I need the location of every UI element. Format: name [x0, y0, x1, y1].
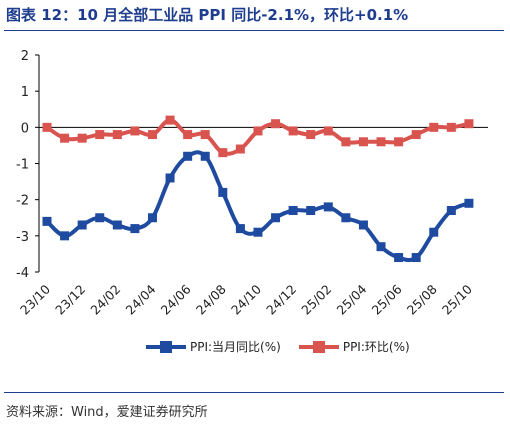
data-point [358, 220, 368, 230]
data-point [130, 126, 140, 136]
data-point [235, 224, 245, 234]
x-tick-label: 25/06 [369, 281, 405, 317]
legend-swatch-mom [298, 340, 339, 353]
x-tick-label: 25/08 [404, 281, 440, 317]
data-point [218, 148, 228, 158]
data-point [341, 213, 351, 223]
data-point [411, 130, 421, 140]
data-point [446, 122, 456, 132]
y-tick-label: -3 [16, 230, 29, 245]
data-point [147, 213, 157, 223]
y-tick-label: 1 [21, 85, 29, 100]
data-point [358, 137, 368, 147]
source-note: 资料来源：Wind，爱建证券研究所 [6, 405, 208, 420]
x-tick-label: 25/04 [333, 281, 369, 317]
x-tick-label: 24/02 [87, 282, 123, 318]
data-point [130, 224, 140, 234]
data-point [271, 213, 281, 223]
data-point [288, 126, 298, 136]
data-point [341, 137, 351, 147]
data-point [376, 137, 386, 147]
data-point [60, 231, 70, 241]
y-tick-label: -1 [16, 158, 29, 173]
data-point [253, 227, 263, 237]
data-point [60, 133, 70, 143]
series-yoy [42, 150, 474, 263]
data-point [271, 119, 281, 129]
x-tick-label: 25/02 [298, 282, 334, 318]
data-point [147, 130, 157, 140]
legend-label-yoy: PPI:当月同比(%) [190, 340, 281, 354]
data-point [306, 130, 316, 140]
data-point [306, 206, 316, 216]
data-point [77, 133, 87, 143]
data-point [288, 206, 298, 216]
data-point [165, 115, 175, 125]
x-tick-label: 25/10 [439, 281, 475, 317]
data-point [183, 151, 193, 161]
data-point [112, 220, 122, 230]
data-point [183, 130, 193, 140]
data-point [464, 119, 474, 129]
legend-item-mom: PPI:环比(%) [298, 338, 410, 355]
x-tick-label: 23/12 [52, 282, 88, 318]
data-point [394, 137, 404, 147]
chart-series [42, 115, 474, 263]
data-point [77, 220, 87, 230]
data-point [165, 173, 175, 183]
ppi-line-chart: 2 1 0 -1 -2 -3 -423/10 23/12 24/02 24/04 24/06 24/0… [16, 49, 488, 318]
data-point [42, 122, 52, 132]
x-tick-label: 24/10 [228, 281, 264, 317]
data-point [429, 122, 439, 132]
legend-item-yoy: PPI:当月同比(%) [146, 338, 281, 355]
data-point [323, 126, 333, 136]
y-tick-label: -4 [16, 266, 29, 281]
data-point [394, 253, 404, 263]
data-point [42, 216, 52, 226]
data-point [429, 227, 439, 237]
y-tick-label: 2 [21, 49, 29, 64]
chart-title: 图表 12：10 月全部工业品 PPI 同比-2.1%，环比+0.1% [6, 6, 409, 24]
data-point [253, 126, 263, 136]
x-tick-label: 24/06 [158, 281, 194, 317]
series-mom [42, 115, 474, 158]
series-line-yoy [45, 150, 470, 263]
x-tick-label: 24/04 [123, 281, 159, 317]
data-point [112, 130, 122, 140]
data-point [376, 242, 386, 252]
data-point [200, 151, 210, 161]
title-divider [4, 30, 504, 31]
data-point [464, 198, 474, 208]
y-tick-label: 0 [21, 121, 29, 136]
data-point [411, 253, 421, 263]
chart-legend: PPI:当月同比(%) PPI:环比(%) [146, 338, 428, 355]
x-tick-label: 24/12 [263, 282, 299, 318]
chart-ticks: 2 1 0 -1 -2 -3 -423/10 23/12 24/02 24/04 24/06 24/0… [16, 49, 475, 318]
series-line-mom [45, 118, 470, 156]
data-point [95, 213, 105, 223]
data-point [218, 187, 228, 197]
data-point [200, 130, 210, 140]
chart-axes [38, 55, 488, 272]
y-tick-label: -2 [16, 194, 29, 209]
data-point [95, 130, 105, 140]
x-tick-label: 23/10 [17, 281, 53, 317]
legend-label-mom: PPI:环比(%) [342, 340, 410, 354]
data-point [323, 202, 333, 212]
data-point [235, 144, 245, 154]
data-point [446, 206, 456, 216]
x-tick-label: 24/08 [193, 281, 229, 317]
footer-divider [4, 392, 504, 393]
legend-swatch-yoy [146, 340, 186, 353]
